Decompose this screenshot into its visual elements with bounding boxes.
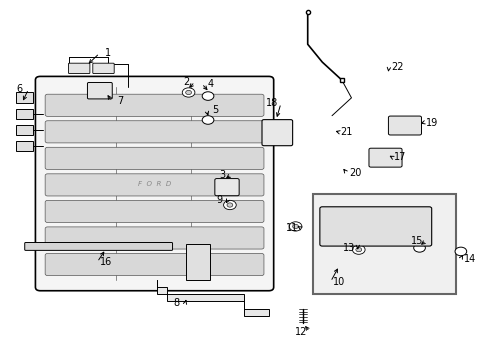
Text: 7: 7	[117, 96, 123, 107]
FancyBboxPatch shape	[45, 201, 264, 222]
Circle shape	[454, 247, 466, 256]
Text: 10: 10	[332, 277, 345, 287]
Text: 11: 11	[285, 223, 298, 233]
FancyBboxPatch shape	[214, 179, 239, 196]
Circle shape	[355, 248, 361, 252]
Circle shape	[182, 88, 195, 97]
Circle shape	[288, 222, 301, 231]
Bar	[16, 93, 33, 103]
FancyBboxPatch shape	[45, 174, 264, 196]
Polygon shape	[186, 244, 210, 280]
Bar	[16, 109, 33, 119]
Text: 5: 5	[212, 105, 218, 115]
Text: 19: 19	[425, 118, 437, 128]
Circle shape	[352, 245, 365, 254]
FancyBboxPatch shape	[25, 243, 172, 250]
FancyBboxPatch shape	[45, 253, 264, 276]
Text: 18: 18	[265, 98, 278, 108]
Circle shape	[226, 203, 232, 207]
Polygon shape	[157, 280, 268, 316]
Text: 15: 15	[410, 236, 423, 246]
Bar	[16, 125, 33, 135]
Text: 22: 22	[390, 63, 403, 72]
FancyBboxPatch shape	[45, 121, 264, 143]
FancyBboxPatch shape	[45, 94, 264, 116]
FancyBboxPatch shape	[68, 63, 90, 73]
Text: 8: 8	[173, 298, 179, 308]
Text: 9: 9	[216, 195, 222, 204]
FancyBboxPatch shape	[93, 63, 114, 73]
Text: 6: 6	[17, 84, 23, 94]
FancyBboxPatch shape	[45, 227, 264, 249]
Circle shape	[202, 116, 213, 124]
Circle shape	[292, 224, 298, 229]
Text: 2: 2	[183, 77, 189, 87]
FancyBboxPatch shape	[87, 82, 112, 99]
Text: 13: 13	[342, 243, 354, 253]
Bar	[16, 141, 33, 152]
Circle shape	[223, 201, 236, 210]
Text: 17: 17	[393, 152, 406, 162]
Text: 3: 3	[219, 170, 225, 180]
FancyBboxPatch shape	[368, 148, 401, 167]
Text: 12: 12	[294, 327, 306, 337]
Text: 16: 16	[100, 257, 112, 267]
Bar	[312, 194, 455, 294]
FancyBboxPatch shape	[35, 76, 273, 291]
Text: 4: 4	[207, 78, 213, 89]
Circle shape	[185, 90, 191, 95]
Text: 20: 20	[348, 168, 361, 178]
Circle shape	[202, 92, 213, 100]
Text: F  O  R  D: F O R D	[138, 181, 171, 186]
FancyBboxPatch shape	[45, 147, 264, 170]
FancyBboxPatch shape	[262, 120, 292, 146]
Circle shape	[413, 244, 425, 252]
Text: 1: 1	[105, 48, 111, 58]
Text: 21: 21	[340, 127, 352, 137]
Text: 14: 14	[463, 253, 475, 264]
FancyBboxPatch shape	[319, 207, 431, 246]
FancyBboxPatch shape	[387, 116, 421, 135]
